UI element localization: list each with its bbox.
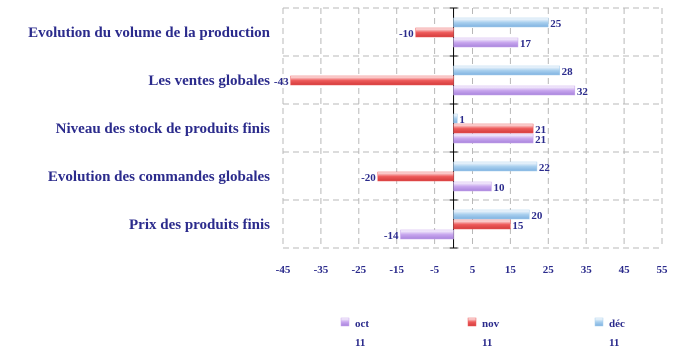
- legend: oct 11 nov 11 déc 11: [340, 317, 625, 349]
- bar-nov-4: [453, 219, 511, 230]
- bar-oct-1: [453, 85, 576, 96]
- x-tick-label: 25: [543, 264, 555, 276]
- bar-déc-0: [453, 17, 549, 28]
- bar-oct-3: [453, 181, 492, 192]
- x-tick-label: 55: [657, 264, 669, 276]
- bar-nov-2: [453, 123, 534, 134]
- x-tick-label: -15: [389, 264, 404, 276]
- category-label: Niveau des stock de produits finis: [56, 121, 271, 137]
- data-label: 1: [459, 114, 465, 126]
- x-tick-label: 5: [470, 264, 476, 276]
- x-tick-label: -45: [276, 264, 291, 276]
- bars: [290, 17, 576, 240]
- legend-label-nov: nov: [482, 318, 500, 330]
- bar-oct-4: [400, 229, 454, 240]
- category-label: Evolution des commandes globales: [48, 169, 270, 185]
- bar-oct-2: [453, 133, 534, 144]
- data-label: -20: [361, 172, 376, 184]
- x-tick-label: 45: [619, 264, 631, 276]
- legend-year-oct: 11: [355, 337, 365, 349]
- bar-nov-3: [377, 171, 454, 182]
- bar-oct-0: [453, 37, 519, 48]
- legend-year-déc: 11: [609, 337, 619, 349]
- x-tick-label: -25: [351, 264, 366, 276]
- category-label: Evolution du volume de la production: [28, 25, 271, 41]
- bar-déc-1: [453, 65, 560, 76]
- legend-year-nov: 11: [482, 337, 492, 349]
- data-label: -10: [399, 28, 414, 40]
- bar-déc-4: [453, 209, 530, 220]
- bar-nov-0: [415, 27, 454, 38]
- legend-label-déc: déc: [609, 318, 625, 330]
- data-label: -14: [384, 230, 399, 242]
- x-tick-label: -35: [314, 264, 329, 276]
- legend-label-oct: oct: [355, 318, 369, 330]
- x-tick-label: -5: [430, 264, 440, 276]
- data-label: 17: [520, 38, 532, 50]
- legend-swatch-déc: [594, 317, 604, 327]
- bar-nov-1: [290, 75, 454, 86]
- labels: -45 -35 -25 -15 -5 5 15 25 35 45 55 Evolution du vo…: [28, 18, 668, 276]
- data-label: 10: [493, 182, 505, 194]
- legend-swatch-nov: [467, 317, 477, 327]
- data-label: 32: [577, 86, 589, 98]
- data-label: 28: [562, 66, 574, 78]
- bar-déc-2: [453, 113, 458, 124]
- category-label: Prix des produits finis: [129, 217, 270, 233]
- bar-déc-3: [453, 161, 538, 172]
- data-label: 21: [535, 134, 546, 146]
- data-label: 25: [550, 18, 562, 30]
- data-label: 20: [531, 210, 543, 222]
- category-label: Les ventes globales: [148, 73, 270, 89]
- data-label: 15: [512, 220, 524, 232]
- data-label: 22: [539, 162, 551, 174]
- x-tick-label: 15: [505, 264, 517, 276]
- x-tick-label: 35: [581, 264, 593, 276]
- legend-swatch-oct: [340, 317, 350, 327]
- data-label: -43: [274, 76, 289, 88]
- data-label: 21: [535, 124, 546, 136]
